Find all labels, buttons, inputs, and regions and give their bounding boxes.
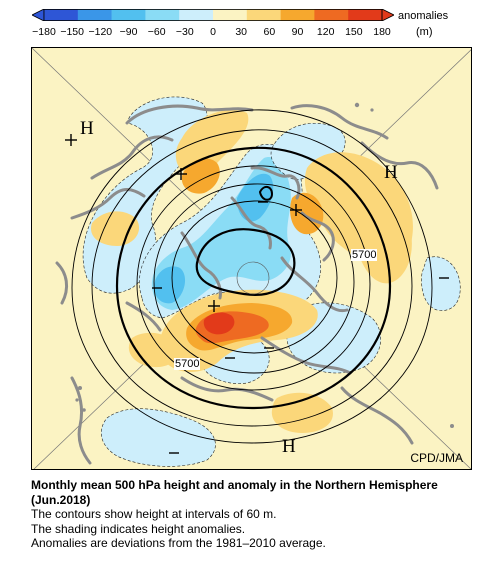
credit-label: CPD/JMA [410, 451, 463, 465]
colorbar-segment [246, 9, 281, 21]
colorbar-arrow-left [32, 9, 45, 21]
colorbar-arrow-right [381, 9, 394, 21]
caption-line-1: The contours show height at intervals of… [31, 507, 277, 521]
colorbar-tick-label: −60 [147, 26, 166, 38]
colorbar-tick-label: 0 [210, 26, 216, 38]
colorbar-tick-label: 120 [316, 26, 335, 38]
colorbar-tick-label: 90 [291, 26, 304, 38]
caption-line-3: Anomalies are deviations from the 1981–2… [31, 536, 326, 550]
colorbar-segment [179, 9, 214, 21]
anomaly-markers [65, 134, 449, 454]
colorbar-unit: (m) [416, 26, 433, 38]
polar-map: H H H 5700 5700 CPD/JMA [31, 47, 472, 470]
height-contours [71, 109, 433, 444]
colorbar-segment [111, 9, 146, 21]
positive-anomalies [91, 109, 413, 433]
colorbar-segment [348, 9, 383, 21]
contour-label-5700-east: 5700 [351, 249, 378, 261]
colorbar-tick-label: 30 [235, 26, 247, 38]
high-label-east: H [384, 162, 398, 183]
anomaly-neg-southwest [100, 408, 216, 467]
contour-label-5700-south: 5700 [174, 358, 201, 370]
colorbar-segment [213, 9, 248, 21]
colorbar-tick-label: −90 [119, 26, 138, 38]
caption-title: Monthly mean 500 hPa height and anomaly … [31, 478, 438, 507]
anomaly-pos-europe-max [203, 312, 235, 335]
colorbar-tick-label: 60 [263, 26, 276, 38]
figure-caption: Monthly mean 500 hPa height and anomaly … [31, 478, 471, 551]
colorbar-tick-label: −30 [175, 26, 194, 38]
colorbar-tick-label: −120 [88, 26, 113, 38]
colorbar-tick-label: −150 [60, 26, 84, 38]
coast-islands [75, 102, 454, 428]
colorbar-segment [44, 9, 79, 21]
high-label-northwest: H [80, 118, 94, 139]
coastlines [55, 104, 439, 465]
caption-line-2: The shading indicates height anomalies. [31, 521, 246, 536]
high-label-south: H [282, 436, 296, 457]
colorbar-unit-label: anomalies [398, 10, 449, 22]
colorbar-tick-label: −180 [32, 26, 56, 38]
colorbar-segment [77, 9, 112, 21]
colorbar-segment [145, 9, 180, 21]
colorbar-tick-label: 180 [373, 26, 391, 38]
anomaly-colorbar [32, 9, 394, 21]
colorbar-segment [314, 9, 349, 21]
anomaly-pos-north [175, 109, 249, 175]
anomaly-neg-central-strong [154, 173, 274, 304]
colorbar-segment [280, 9, 315, 21]
colorbar-tick-label: 150 [345, 26, 363, 38]
